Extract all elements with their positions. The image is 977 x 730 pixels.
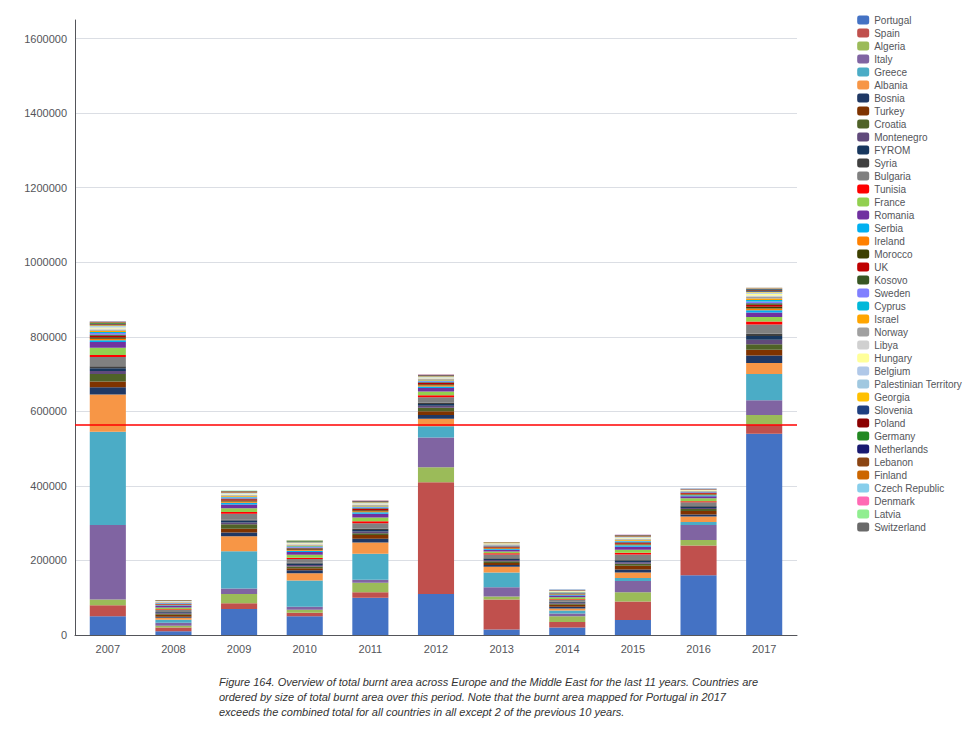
svg-text:Belgium: Belgium xyxy=(874,366,910,377)
svg-text:2014: 2014 xyxy=(555,643,579,655)
svg-text:200000: 200000 xyxy=(30,554,67,566)
svg-text:Serbia: Serbia xyxy=(874,223,903,234)
svg-text:Latvia: Latvia xyxy=(874,509,901,520)
svg-text:Georgia: Georgia xyxy=(874,392,910,403)
svg-text:ordered by size of total burnt: ordered by size of total burnt area over… xyxy=(219,691,727,703)
svg-text:Sweden: Sweden xyxy=(874,288,910,299)
svg-text:Turkey: Turkey xyxy=(874,106,904,117)
svg-text:2009: 2009 xyxy=(227,643,251,655)
svg-text:Norway: Norway xyxy=(874,327,908,338)
svg-text:2007: 2007 xyxy=(96,643,120,655)
svg-text:Portugal: Portugal xyxy=(874,15,911,26)
svg-text:Palestinian Territory: Palestinian Territory xyxy=(874,379,962,390)
svg-text:Bosnia: Bosnia xyxy=(874,93,905,104)
svg-text:2016: 2016 xyxy=(686,643,710,655)
svg-text:FYROM: FYROM xyxy=(874,145,910,156)
svg-text:1000000: 1000000 xyxy=(24,256,67,268)
svg-text:Lebanon: Lebanon xyxy=(874,457,913,468)
svg-text:UK: UK xyxy=(874,262,888,273)
svg-text:Algeria: Algeria xyxy=(874,41,906,52)
svg-text:Switzerland: Switzerland xyxy=(874,522,926,533)
svg-text:Morocco: Morocco xyxy=(874,249,913,260)
svg-text:Montenegro: Montenegro xyxy=(874,132,928,143)
svg-text:Spain: Spain xyxy=(874,28,900,39)
svg-text:Czech Republic: Czech Republic xyxy=(874,483,944,494)
svg-text:Greece: Greece xyxy=(874,67,907,78)
svg-text:1200000: 1200000 xyxy=(24,182,67,194)
svg-text:Syria: Syria xyxy=(874,158,897,169)
svg-text:400000: 400000 xyxy=(30,480,67,492)
svg-text:600000: 600000 xyxy=(30,405,67,417)
svg-text:Italy: Italy xyxy=(874,54,892,65)
svg-text:1400000: 1400000 xyxy=(24,107,67,119)
svg-text:1600000: 1600000 xyxy=(24,33,67,45)
svg-text:Denmark: Denmark xyxy=(874,496,916,507)
svg-text:Romania: Romania xyxy=(874,210,914,221)
svg-text:Poland: Poland xyxy=(874,418,905,429)
svg-text:Bulgaria: Bulgaria xyxy=(874,171,911,182)
svg-text:Cyprus: Cyprus xyxy=(874,301,906,312)
svg-text:Germany: Germany xyxy=(874,431,915,442)
svg-text:Albania: Albania xyxy=(874,80,908,91)
svg-text:800000: 800000 xyxy=(30,331,67,343)
svg-text:France: France xyxy=(874,197,906,208)
svg-text:Tunisia: Tunisia xyxy=(874,184,906,195)
svg-text:2011: 2011 xyxy=(359,643,383,655)
svg-text:Ireland: Ireland xyxy=(874,236,905,247)
svg-text:2013: 2013 xyxy=(489,643,513,655)
svg-text:2015: 2015 xyxy=(621,643,645,655)
svg-text:Slovenia: Slovenia xyxy=(874,405,913,416)
svg-text:Finland: Finland xyxy=(874,470,907,481)
svg-text:Libya: Libya xyxy=(874,340,898,351)
svg-text:2012: 2012 xyxy=(424,643,448,655)
svg-text:Kosovo: Kosovo xyxy=(874,275,908,286)
svg-text:0: 0 xyxy=(61,629,67,641)
svg-text:Figure 164. Overview of total: Figure 164. Overview of total burnt area… xyxy=(219,676,758,688)
svg-text:Israel: Israel xyxy=(874,314,898,325)
svg-text:2017: 2017 xyxy=(752,643,776,655)
svg-text:Netherlands: Netherlands xyxy=(874,444,928,455)
svg-text:2008: 2008 xyxy=(161,643,185,655)
svg-text:Hungary: Hungary xyxy=(874,353,912,364)
svg-text:2010: 2010 xyxy=(292,643,316,655)
svg-text:exceeds the combined total for: exceeds the combined total for all count… xyxy=(219,706,624,718)
svg-text:Croatia: Croatia xyxy=(874,119,907,130)
